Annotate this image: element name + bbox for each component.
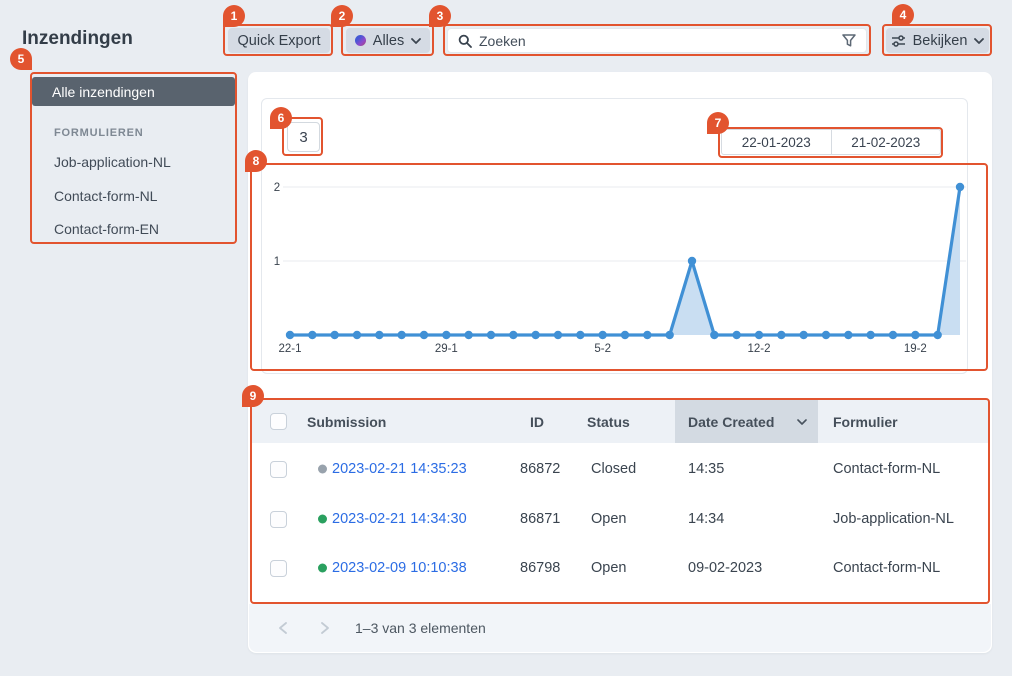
table-row: 2023-02-09 10:10:38 86798 Open 09-02-202… xyxy=(252,544,988,592)
sidebar-item-form[interactable]: Job-application-NL xyxy=(54,154,171,170)
status-dot-icon xyxy=(318,514,327,524)
chevron-down-icon xyxy=(411,37,422,44)
date-from-field[interactable]: 22-01-2023 xyxy=(741,134,811,150)
filter-funnel-icon[interactable] xyxy=(842,34,856,47)
svg-text:19-2: 19-2 xyxy=(904,343,927,355)
view-dropdown[interactable]: Bekijken xyxy=(886,28,989,53)
annotation-marker-9: 9 xyxy=(242,385,264,407)
svg-text:2: 2 xyxy=(274,182,280,194)
cell-formulier: Job-application-NL xyxy=(833,511,954,527)
chevron-down-icon xyxy=(974,37,985,44)
svg-text:5-2: 5-2 xyxy=(594,343,611,355)
col-status[interactable]: Status xyxy=(587,413,630,430)
cell-date-created: 09-02-2023 xyxy=(688,560,763,576)
cell-status: Closed xyxy=(591,461,637,477)
annotation-marker-7: 7 xyxy=(707,112,729,134)
svg-text:29-1: 29-1 xyxy=(435,343,458,355)
submission-link[interactable]: 2023-02-21 14:34:30 xyxy=(332,511,467,527)
date-to-field[interactable]: 21-02-2023 xyxy=(851,134,921,150)
submissions-line-chart: 1 2 22-1 29-1 5-2 12-2 19-2 xyxy=(274,182,966,355)
table-header: Submission ID Status Date Created Formul… xyxy=(252,400,988,443)
annotation-marker-4: 4 xyxy=(892,4,914,26)
sidebar: Alle inzendingen FORMULIEREN Job-applica… xyxy=(32,74,235,242)
cell-id: 86798 xyxy=(520,560,561,576)
submission-count: 3 xyxy=(287,122,320,152)
row-checkbox[interactable] xyxy=(270,559,287,577)
col-date-created: Date Created xyxy=(688,413,775,430)
cell-formulier: Contact-form-NL xyxy=(833,560,941,576)
annotation-marker-1: 1 xyxy=(223,5,245,27)
svg-text:12-2: 12-2 xyxy=(747,343,770,355)
submission-link[interactable]: 2023-02-09 10:10:38 xyxy=(332,560,467,576)
select-all-checkbox[interactable] xyxy=(270,413,287,430)
cell-id: 86872 xyxy=(520,461,561,477)
next-page-icon[interactable] xyxy=(321,622,329,634)
sidebar-item-form[interactable]: Contact-form-NL xyxy=(54,187,158,204)
cell-id: 86871 xyxy=(520,511,561,527)
sort-desc-icon xyxy=(797,419,807,425)
date-range-picker[interactable]: 22-01-2023 21-02-2023 xyxy=(721,129,941,155)
col-submission[interactable]: Submission xyxy=(307,413,387,430)
cell-date-created: 14:35 xyxy=(688,461,725,477)
pagination-label: 1–3 van 3 elementen xyxy=(355,620,486,636)
cell-status: Open xyxy=(591,511,627,527)
cell-date-created: 14:34 xyxy=(688,511,725,527)
scope-dot-icon xyxy=(354,35,366,46)
col-id[interactable]: ID xyxy=(530,413,544,430)
sidebar-section-label: FORMULIEREN xyxy=(54,127,144,139)
svg-text:1: 1 xyxy=(274,256,280,268)
annotation-marker-5: 5 xyxy=(10,48,32,70)
page-title: Inzendingen xyxy=(22,28,133,49)
svg-text:22-1: 22-1 xyxy=(278,343,301,355)
annotation-marker-6: 6 xyxy=(270,107,292,129)
quick-export-button[interactable]: Quick Export xyxy=(228,28,330,53)
table-row: 2023-02-21 14:35:23 86872 Closed 14:35 C… xyxy=(252,444,988,494)
search-icon xyxy=(458,34,472,48)
sidebar-item-all-submissions[interactable]: Alle inzendingen xyxy=(32,77,235,106)
view-label: Bekijken xyxy=(912,32,968,49)
date-divider xyxy=(830,130,832,154)
scope-dropdown[interactable]: Alles xyxy=(346,28,430,53)
sidebar-item-form[interactable]: Contact-form-EN xyxy=(54,221,160,237)
annotation-marker-3: 3 xyxy=(429,5,451,27)
prev-page-icon[interactable] xyxy=(279,622,287,634)
status-dot-icon xyxy=(318,563,327,573)
table-row: 2023-02-21 14:34:30 86871 Open 14:34 Job… xyxy=(252,494,988,544)
row-checkbox[interactable] xyxy=(270,510,287,528)
sidebar-item-label: Alle inzendingen xyxy=(52,83,155,100)
annotation-marker-2: 2 xyxy=(331,5,353,27)
count-value: 3 xyxy=(299,128,308,146)
submission-link[interactable]: 2023-02-21 14:35:23 xyxy=(332,461,467,477)
col-formulier[interactable]: Formulier xyxy=(833,413,898,430)
cell-status: Open xyxy=(591,560,627,576)
cell-formulier: Contact-form-NL xyxy=(833,461,941,477)
quick-export-label: Quick Export xyxy=(237,32,321,49)
annotation-marker-8: 8 xyxy=(245,150,267,172)
pagination-bar: 1–3 van 3 elementen xyxy=(249,604,991,652)
col-date-created-cell[interactable]: Date Created xyxy=(675,400,818,443)
status-dot-icon xyxy=(318,464,327,474)
scope-label: Alles xyxy=(372,32,405,49)
sliders-icon xyxy=(891,34,905,47)
row-checkbox[interactable] xyxy=(270,460,287,478)
search-placeholder: Zoeken xyxy=(479,32,526,49)
search-input[interactable]: Zoeken xyxy=(447,28,867,53)
